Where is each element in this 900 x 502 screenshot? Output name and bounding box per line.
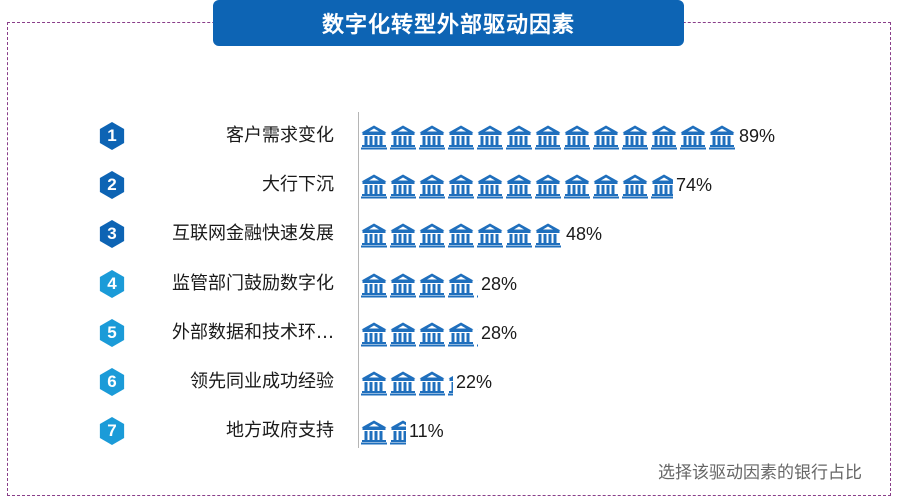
bar-row: 2 大行下沉 74% (0, 167, 900, 203)
bank-icon (360, 370, 453, 396)
category-label: 大行下沉 (262, 174, 334, 196)
bank-icon (360, 271, 478, 298)
bar (360, 124, 736, 150)
bank-icon (360, 419, 406, 446)
bank-icon (360, 124, 736, 150)
value-label: 48% (566, 224, 603, 245)
rank-number: 3 (107, 224, 117, 244)
bar-row: 3 互联网金融快速发展 48% (0, 216, 900, 252)
category-label: 客户需求变化 (226, 125, 334, 146)
rank-badge (98, 318, 126, 347)
bar (360, 173, 673, 200)
bank-icon (360, 173, 673, 200)
bar-row: 5 外部数据和技术环… 28% (0, 315, 900, 351)
value-label: 22% (456, 372, 493, 392)
rank-number: 6 (107, 372, 117, 391)
bar (360, 370, 453, 396)
category-label: 互联网金融快速发展 (172, 223, 334, 245)
category-label: 领先同业成功经验 (190, 371, 334, 392)
bar-row: 7 地方政府支持 11% (0, 413, 900, 449)
rank-badge (98, 269, 126, 298)
bar (360, 320, 478, 347)
bar (360, 222, 563, 249)
rank-badge (98, 368, 126, 396)
value-label: 11% (409, 421, 444, 442)
category-label: 监管部门鼓励数字化 (172, 272, 334, 294)
rank-number: 5 (107, 322, 117, 342)
chart-title: 数字化转型外部驱动因素 (213, 0, 684, 46)
value-label: 74% (676, 175, 713, 196)
rank-badge (98, 171, 126, 200)
rank-number: 1 (107, 126, 117, 145)
rank-number: 4 (107, 273, 117, 293)
bar (360, 271, 478, 298)
value-label: 28% (481, 273, 518, 294)
bar (360, 419, 406, 446)
value-label: 89% (739, 126, 776, 146)
rank-number: 7 (107, 421, 117, 441)
category-label: 地方政府支持 (226, 420, 334, 442)
category-label: 外部数据和技术环… (172, 321, 334, 343)
bank-icon (360, 320, 478, 347)
bar-row: 1 客户需求变化 89% (0, 118, 900, 154)
value-label: 28% (481, 322, 518, 343)
bar-row: 4 监管部门鼓励数字化 28% (0, 266, 900, 302)
rank-number: 2 (107, 175, 117, 195)
bank-icon (360, 222, 563, 249)
rank-badge (98, 122, 126, 150)
rank-badge (98, 417, 126, 446)
category-axis-line (358, 112, 359, 448)
footnote: 选择该驱动因素的银行占比 (658, 463, 862, 483)
bar-row: 6 领先同业成功经验 22% (0, 364, 900, 400)
rank-badge (98, 220, 126, 249)
